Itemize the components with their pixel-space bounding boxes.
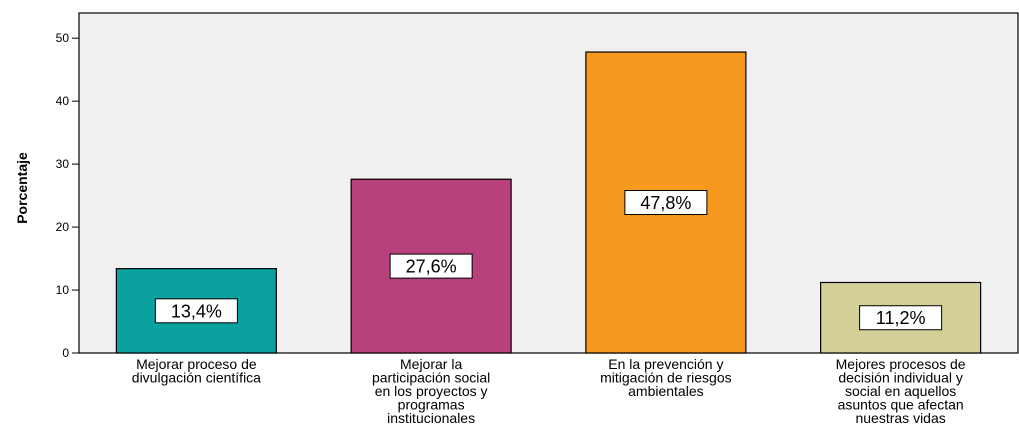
x-tick-label-line: ambientales xyxy=(628,383,704,399)
y-tick-label: 50 xyxy=(56,31,70,45)
data-label-box xyxy=(859,305,943,331)
bar xyxy=(350,178,512,354)
x-tick-label-line: Mejorar proceso de xyxy=(136,356,257,372)
x-tick-label-line: participación social xyxy=(372,370,490,386)
x-tick-label-line: institucionales xyxy=(387,410,475,425)
x-tick-label-line: nuestras vidas xyxy=(855,410,945,425)
y-tick-label: 40 xyxy=(56,94,70,108)
x-tick-label-line: mitigación de riesgos xyxy=(600,370,732,386)
y-axis: 0 10 20 30 40 50 xyxy=(56,31,79,360)
data-label: 11,2% xyxy=(876,308,926,328)
y-tick-label: 10 xyxy=(56,283,70,297)
data-label-box xyxy=(624,190,708,216)
data-label: 13,4% xyxy=(171,301,222,321)
y-axis-title: Porcentaje xyxy=(14,152,30,224)
data-label: 27,6% xyxy=(406,257,457,277)
x-tick-label-line: En la prevención y xyxy=(608,356,723,372)
data-label-box xyxy=(389,253,473,279)
y-tick-label: 30 xyxy=(56,157,70,171)
x-tick-label-line: asuntos que afectan xyxy=(838,397,964,413)
x-tick-label-line: divulgación científica xyxy=(132,370,261,386)
y-tick-label: 0 xyxy=(62,346,69,360)
bars-group: 13,4% 27,6% 47,8% 11,2% xyxy=(115,51,982,354)
y-tick-label: 20 xyxy=(56,220,70,234)
x-tick-label-line: social en aquellos xyxy=(845,383,956,399)
x-tick-label-line: programas xyxy=(398,397,465,413)
x-tick-label-line: decisión individual y xyxy=(838,370,963,386)
data-label: 47,8% xyxy=(640,193,691,213)
x-tick-label-line: Mejores procesos de xyxy=(836,356,966,372)
x-tick-label-line: Mejorar la xyxy=(400,356,462,372)
data-label-box xyxy=(154,298,238,324)
x-tick-label-line: en los proyectos y xyxy=(375,383,488,399)
